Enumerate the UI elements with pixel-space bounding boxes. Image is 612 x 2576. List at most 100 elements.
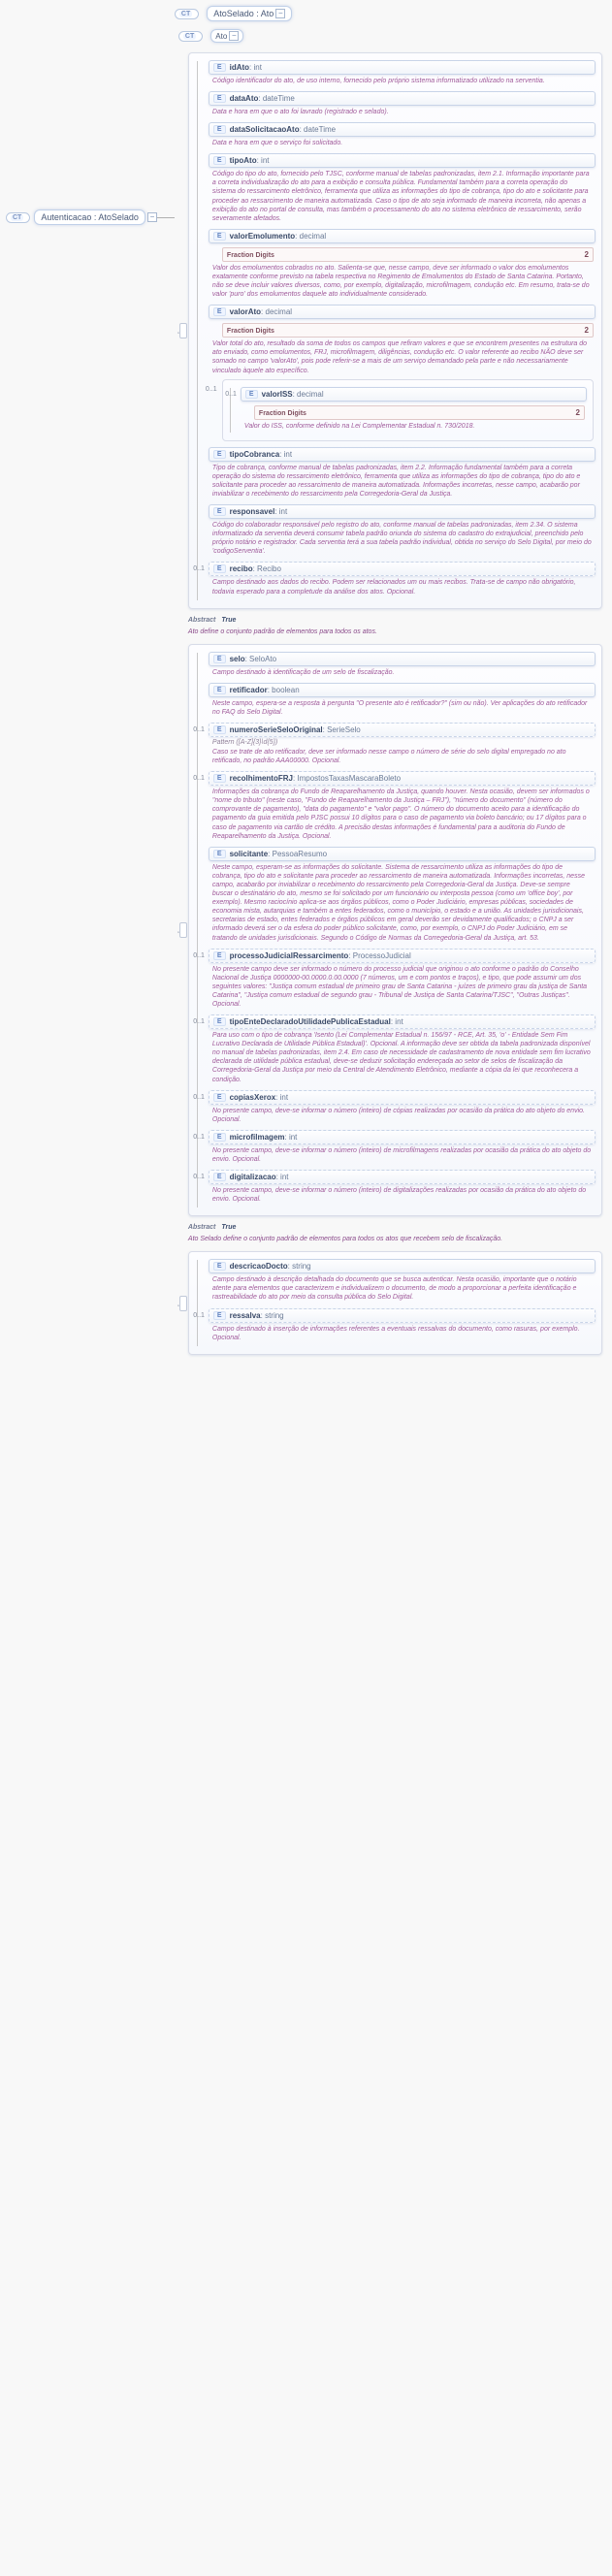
element: 0..1Edigitalizacao : intNo presente camp… — [209, 1170, 596, 1204]
element-badge: E — [213, 125, 226, 134]
element-header[interactable]: ErecolhimentoFRJ : ImpostosTaxasMascaraB… — [209, 771, 596, 786]
element-name: responsavel — [230, 507, 275, 516]
main-type-header: AtoSelado : Ato − — [175, 6, 606, 21]
element-header[interactable]: Esolicitante : PessoaResumo — [209, 847, 596, 861]
element: EidAto : intCódigo identificador do ato,… — [209, 60, 596, 85]
element-header[interactable]: EnumeroSerieSeloOriginal : SerieSelo — [209, 723, 596, 737]
element-header[interactable]: EprocessoJudicialRessarcimento : Process… — [209, 949, 596, 963]
element-header[interactable]: Edigitalizacao : int — [209, 1170, 596, 1184]
ct-icon — [178, 31, 203, 42]
element-type: : Recibo — [253, 564, 281, 573]
element: 0..1ErecolhimentoFRJ : ImpostosTaxasMasc… — [209, 771, 596, 841]
element-type: : decimal — [261, 307, 292, 316]
main-type-label: AtoSelado : Ato — [213, 9, 274, 18]
element-description: Campo destinado à inserção de informaçõe… — [212, 1325, 592, 1342]
element-header[interactable]: EtipoCobranca : int — [209, 447, 596, 462]
element: EtipoAto : int Código do tipo do ato, for… — [209, 153, 596, 223]
element-description: Campo destinado à descrição detalhada do… — [212, 1275, 592, 1302]
element-type: : dateTime — [300, 125, 337, 134]
element: Eretificador : booleanNeste campo, esper… — [209, 683, 596, 717]
element: EdataAto : dateTimeData e hora em que o … — [209, 91, 596, 116]
collapse-toggle[interactable]: − — [229, 31, 239, 41]
element-header[interactable]: EidAto : int — [209, 60, 596, 75]
element-header[interactable]: EdescricaoDocto : string — [209, 1259, 596, 1273]
abstract-row: Abstract True — [188, 1224, 602, 1231]
element-header[interactable]: Eresponsavel : int — [209, 504, 596, 519]
collapse-toggle[interactable]: − — [147, 212, 157, 222]
element-name: solicitante — [230, 850, 269, 858]
root-type-anchor: Autenticacao : AtoSelado − — [6, 209, 175, 225]
element-type: : ProcessoJudicial — [348, 951, 410, 960]
element-header[interactable]: EvalorAto : decimal — [209, 305, 596, 319]
element-header[interactable]: Eretificador : boolean — [209, 683, 596, 697]
element-header[interactable]: Eselo : SeloAto — [209, 652, 596, 666]
element: 0..1EprocessoJudicialRessarcimento : Pro… — [209, 949, 596, 1009]
element-header[interactable]: Emicrofilmagem : int — [209, 1130, 596, 1144]
element-name: tipoEnteDeclaradoUtilidadePublicaEstadua… — [230, 1017, 391, 1026]
element-name: numeroSerieSeloOriginal — [230, 725, 323, 734]
element-description: Informações da cobrança do Fundo de Reap… — [212, 788, 592, 841]
element-type: : PessoaResumo — [268, 850, 327, 858]
element-description: Código do colaborador responsável pelo r… — [212, 521, 592, 556]
sequence-group-2: Eselo : SeloAtoCampo destinado à identif… — [188, 644, 602, 1216]
element-badge: E — [213, 655, 226, 663]
element-name: ressalva — [230, 1311, 261, 1320]
element-badge: E — [213, 1311, 226, 1320]
element-badge: E — [213, 232, 226, 241]
sequence-group-3: EdescricaoDocto : string Campo destinado … — [188, 1251, 602, 1354]
element-name: valorISS — [262, 390, 293, 399]
element-header[interactable]: EdataSolicitacaoAto : dateTime — [209, 122, 596, 137]
cardinality: 0..1 — [187, 1134, 205, 1141]
element-description: Neste campo, esperam-se as informações d… — [212, 863, 592, 943]
element-type: : int — [275, 1093, 288, 1102]
collapse-toggle[interactable]: − — [275, 9, 285, 18]
element-description: Tipo de cobrança, conforme manual de tab… — [212, 464, 592, 499]
type-note: Ato Selado define o conjunto padrão de e… — [188, 1235, 602, 1243]
element: 0..1EtipoEnteDeclaradoUtilidadePublicaEs… — [209, 1014, 596, 1084]
pattern-facet: Pattern ([A-Z]{3}\d{5}) — [212, 739, 592, 746]
element-badge: E — [213, 850, 226, 858]
element: EdescricaoDocto : string Campo destinado … — [209, 1259, 596, 1302]
element-name: microfilmagem — [230, 1133, 285, 1142]
element: 0..1Erecibo : ReciboCampo destinado aos … — [209, 562, 596, 596]
element-header[interactable]: EcopiasXerox : int — [209, 1090, 596, 1105]
element-type: : dateTime — [258, 94, 295, 103]
element: EvalorAto : decimalFraction Digits2Valor… — [209, 305, 596, 440]
element: 0..1EcopiasXerox : intNo presente campo,… — [209, 1090, 596, 1124]
element-header[interactable]: EdataAto : dateTime — [209, 91, 596, 106]
element-name: descricaoDocto — [230, 1262, 288, 1271]
element-badge: E — [213, 1093, 226, 1102]
element-type: : string — [288, 1262, 311, 1271]
cardinality: 0..1 — [187, 565, 205, 572]
element-header[interactable]: EtipoEnteDeclaradoUtilidadePublicaEstadu… — [209, 1014, 596, 1029]
element: 0..1Eressalva : stringCampo destinado à … — [209, 1308, 596, 1342]
element: 0..1EnumeroSerieSeloOriginal : SerieSelo… — [209, 723, 596, 765]
element-type: : SerieSelo — [323, 725, 361, 734]
fraction-digits-facet: Fraction Digits2 — [222, 323, 594, 338]
element-description: Campo destinado aos dados do recibo. Pod… — [212, 578, 592, 596]
element-header[interactable]: Erecibo : Recibo — [209, 562, 596, 576]
element: 0..1EvalorISS : decimalFraction Digits2V… — [241, 387, 587, 431]
element-type: : int — [276, 1173, 289, 1181]
cardinality: 0..1 — [187, 1018, 205, 1025]
element-badge: E — [213, 507, 226, 516]
element-header[interactable]: Eressalva : string — [209, 1308, 596, 1323]
element-name: retificador — [230, 686, 268, 694]
element-description: Código do tipo do ato, fornecido pelo TJ… — [212, 170, 592, 223]
element-badge: E — [213, 774, 226, 783]
ct-icon — [6, 212, 30, 223]
element-type: : int — [279, 450, 292, 459]
inner-type-label: Ato — [215, 32, 227, 41]
type-note: Ato define o conjunto padrão de elemento… — [188, 628, 602, 636]
element-header[interactable]: EtipoAto : int — [209, 153, 596, 168]
element-description: No presente campo, deve-se informar o nú… — [212, 1146, 592, 1164]
element-badge: E — [245, 390, 258, 399]
element-header[interactable]: EvalorEmolumento : decimal — [209, 229, 596, 243]
cardinality: 0..1 — [219, 391, 237, 398]
element-header[interactable]: EvalorISS : decimal — [241, 387, 587, 402]
element-badge: E — [213, 1017, 226, 1026]
element-badge: E — [213, 1262, 226, 1271]
element-description: Caso se trate de ato retificador, deve s… — [212, 748, 592, 765]
element-description: No presente campo, deve-se informar o nú… — [212, 1107, 592, 1124]
element-type: : SeloAto — [245, 655, 276, 663]
